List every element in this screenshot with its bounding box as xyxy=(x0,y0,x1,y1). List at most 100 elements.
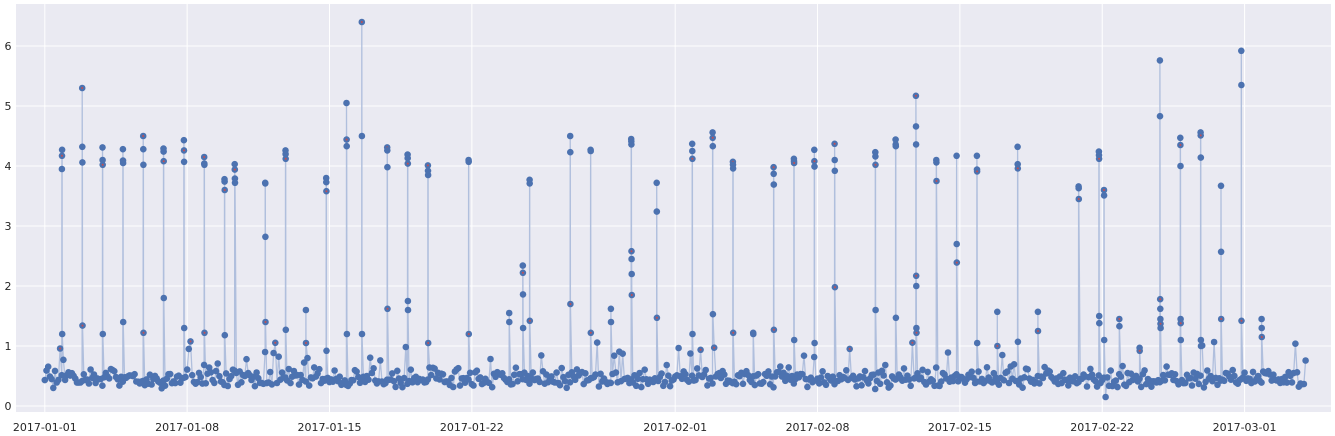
data-point xyxy=(253,369,260,376)
data-point xyxy=(1075,184,1082,192)
data-point xyxy=(119,145,127,153)
data-point xyxy=(770,181,778,188)
data-point xyxy=(702,366,709,374)
data-point xyxy=(548,373,555,380)
data-point xyxy=(282,150,289,158)
data-point xyxy=(636,369,643,377)
data-point xyxy=(610,352,618,360)
data-point-center xyxy=(183,149,185,152)
data-point xyxy=(305,382,313,389)
data-point xyxy=(1107,367,1114,374)
data-point xyxy=(689,330,696,338)
data-point xyxy=(872,153,879,160)
data-point xyxy=(85,380,93,387)
data-point xyxy=(892,136,899,143)
data-point-center xyxy=(711,136,714,139)
data-point xyxy=(937,378,945,385)
data-point xyxy=(268,381,276,388)
data-point xyxy=(140,145,147,153)
data-point-center xyxy=(874,163,877,166)
data-point xyxy=(1238,47,1245,55)
data-point xyxy=(343,330,351,338)
data-point xyxy=(612,369,620,376)
data-point xyxy=(729,165,737,172)
data-point xyxy=(231,179,239,187)
data-point xyxy=(919,366,926,374)
data-point-center xyxy=(793,162,796,164)
data-point-center xyxy=(1179,144,1182,146)
data-point xyxy=(1270,371,1277,379)
data-point-center xyxy=(1016,167,1019,170)
data-point xyxy=(1100,336,1108,344)
data-point xyxy=(829,373,837,381)
data-point-center xyxy=(914,94,917,97)
data-point xyxy=(754,370,762,378)
data-point xyxy=(913,282,920,290)
data-point xyxy=(1024,366,1031,373)
data-point xyxy=(983,364,991,371)
data-point-center xyxy=(1138,349,1141,352)
data-point-center xyxy=(1118,318,1121,320)
data-point xyxy=(1004,368,1011,375)
data-point xyxy=(514,378,521,385)
data-point xyxy=(270,349,277,357)
data-point xyxy=(1092,377,1099,385)
data-point xyxy=(634,375,642,383)
data-point xyxy=(384,147,391,154)
data-point xyxy=(519,324,527,332)
data-point xyxy=(1095,372,1103,379)
data-point xyxy=(973,339,981,347)
data-point xyxy=(1095,312,1103,320)
data-point xyxy=(666,382,674,390)
data-point xyxy=(880,372,887,379)
data-point-center xyxy=(223,189,226,191)
data-point xyxy=(1177,162,1184,170)
data-point xyxy=(1207,372,1214,380)
data-point xyxy=(876,380,884,388)
data-point xyxy=(285,365,293,373)
data-point xyxy=(607,318,615,326)
data-point xyxy=(424,376,432,383)
data-point xyxy=(221,331,229,339)
data-point-center xyxy=(1077,198,1080,200)
data-point xyxy=(99,382,106,390)
data-point-center xyxy=(955,261,958,264)
data-point xyxy=(251,382,259,390)
data-point-center xyxy=(1199,134,1202,137)
data-point xyxy=(1046,368,1053,375)
data-point xyxy=(1258,379,1265,386)
data-point xyxy=(913,324,920,332)
data-point-center xyxy=(1159,322,1162,325)
data-point xyxy=(995,381,1003,389)
data-point-center xyxy=(713,346,716,349)
data-point-center xyxy=(203,156,206,158)
data-point-center xyxy=(935,180,938,182)
data-point xyxy=(688,140,696,148)
data-point xyxy=(973,152,981,160)
data-point xyxy=(871,385,879,393)
data-point xyxy=(166,370,174,378)
data-point-center xyxy=(915,274,918,277)
data-point-center xyxy=(233,168,236,171)
data-point xyxy=(822,381,830,389)
data-point xyxy=(553,369,560,376)
data-point xyxy=(455,364,462,372)
data-point xyxy=(58,330,66,338)
data-point xyxy=(592,371,599,378)
data-point xyxy=(1241,369,1248,377)
data-point xyxy=(392,383,399,391)
data-point xyxy=(1157,305,1164,313)
data-point xyxy=(953,240,960,248)
data-point-center xyxy=(162,160,165,163)
data-point xyxy=(932,364,940,371)
data-point xyxy=(216,372,223,380)
data-point xyxy=(214,360,221,367)
data-point xyxy=(770,384,777,391)
data-point xyxy=(1087,365,1094,373)
data-point xyxy=(556,381,564,389)
data-point xyxy=(262,180,269,187)
data-point-center xyxy=(274,341,277,344)
data-point xyxy=(582,370,589,377)
data-point xyxy=(628,270,635,278)
data-point xyxy=(506,318,513,326)
